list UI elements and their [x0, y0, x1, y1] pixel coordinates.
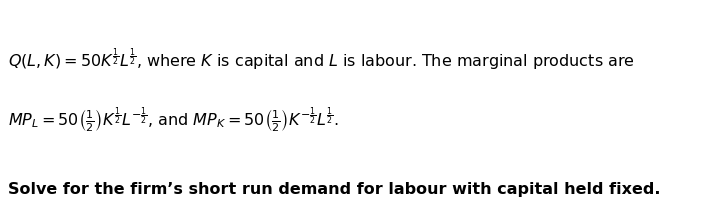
Text: Solve for the firm’s short run demand for labour with capital held fixed.: Solve for the firm’s short run demand fo… — [8, 182, 661, 197]
Text: $Q(L,K) = 50K^{\frac{1}{2}}L^{\frac{1}{2}}$, where $K$ is capital and $L$ is lab: $Q(L,K) = 50K^{\frac{1}{2}}L^{\frac{1}{2… — [8, 47, 636, 73]
Text: $MP_L = 50\left(\frac{1}{2}\right)K^{\frac{1}{2}}L^{-\frac{1}{2}}$, and $MP_K = : $MP_L = 50\left(\frac{1}{2}\right)K^{\fr… — [8, 106, 340, 135]
